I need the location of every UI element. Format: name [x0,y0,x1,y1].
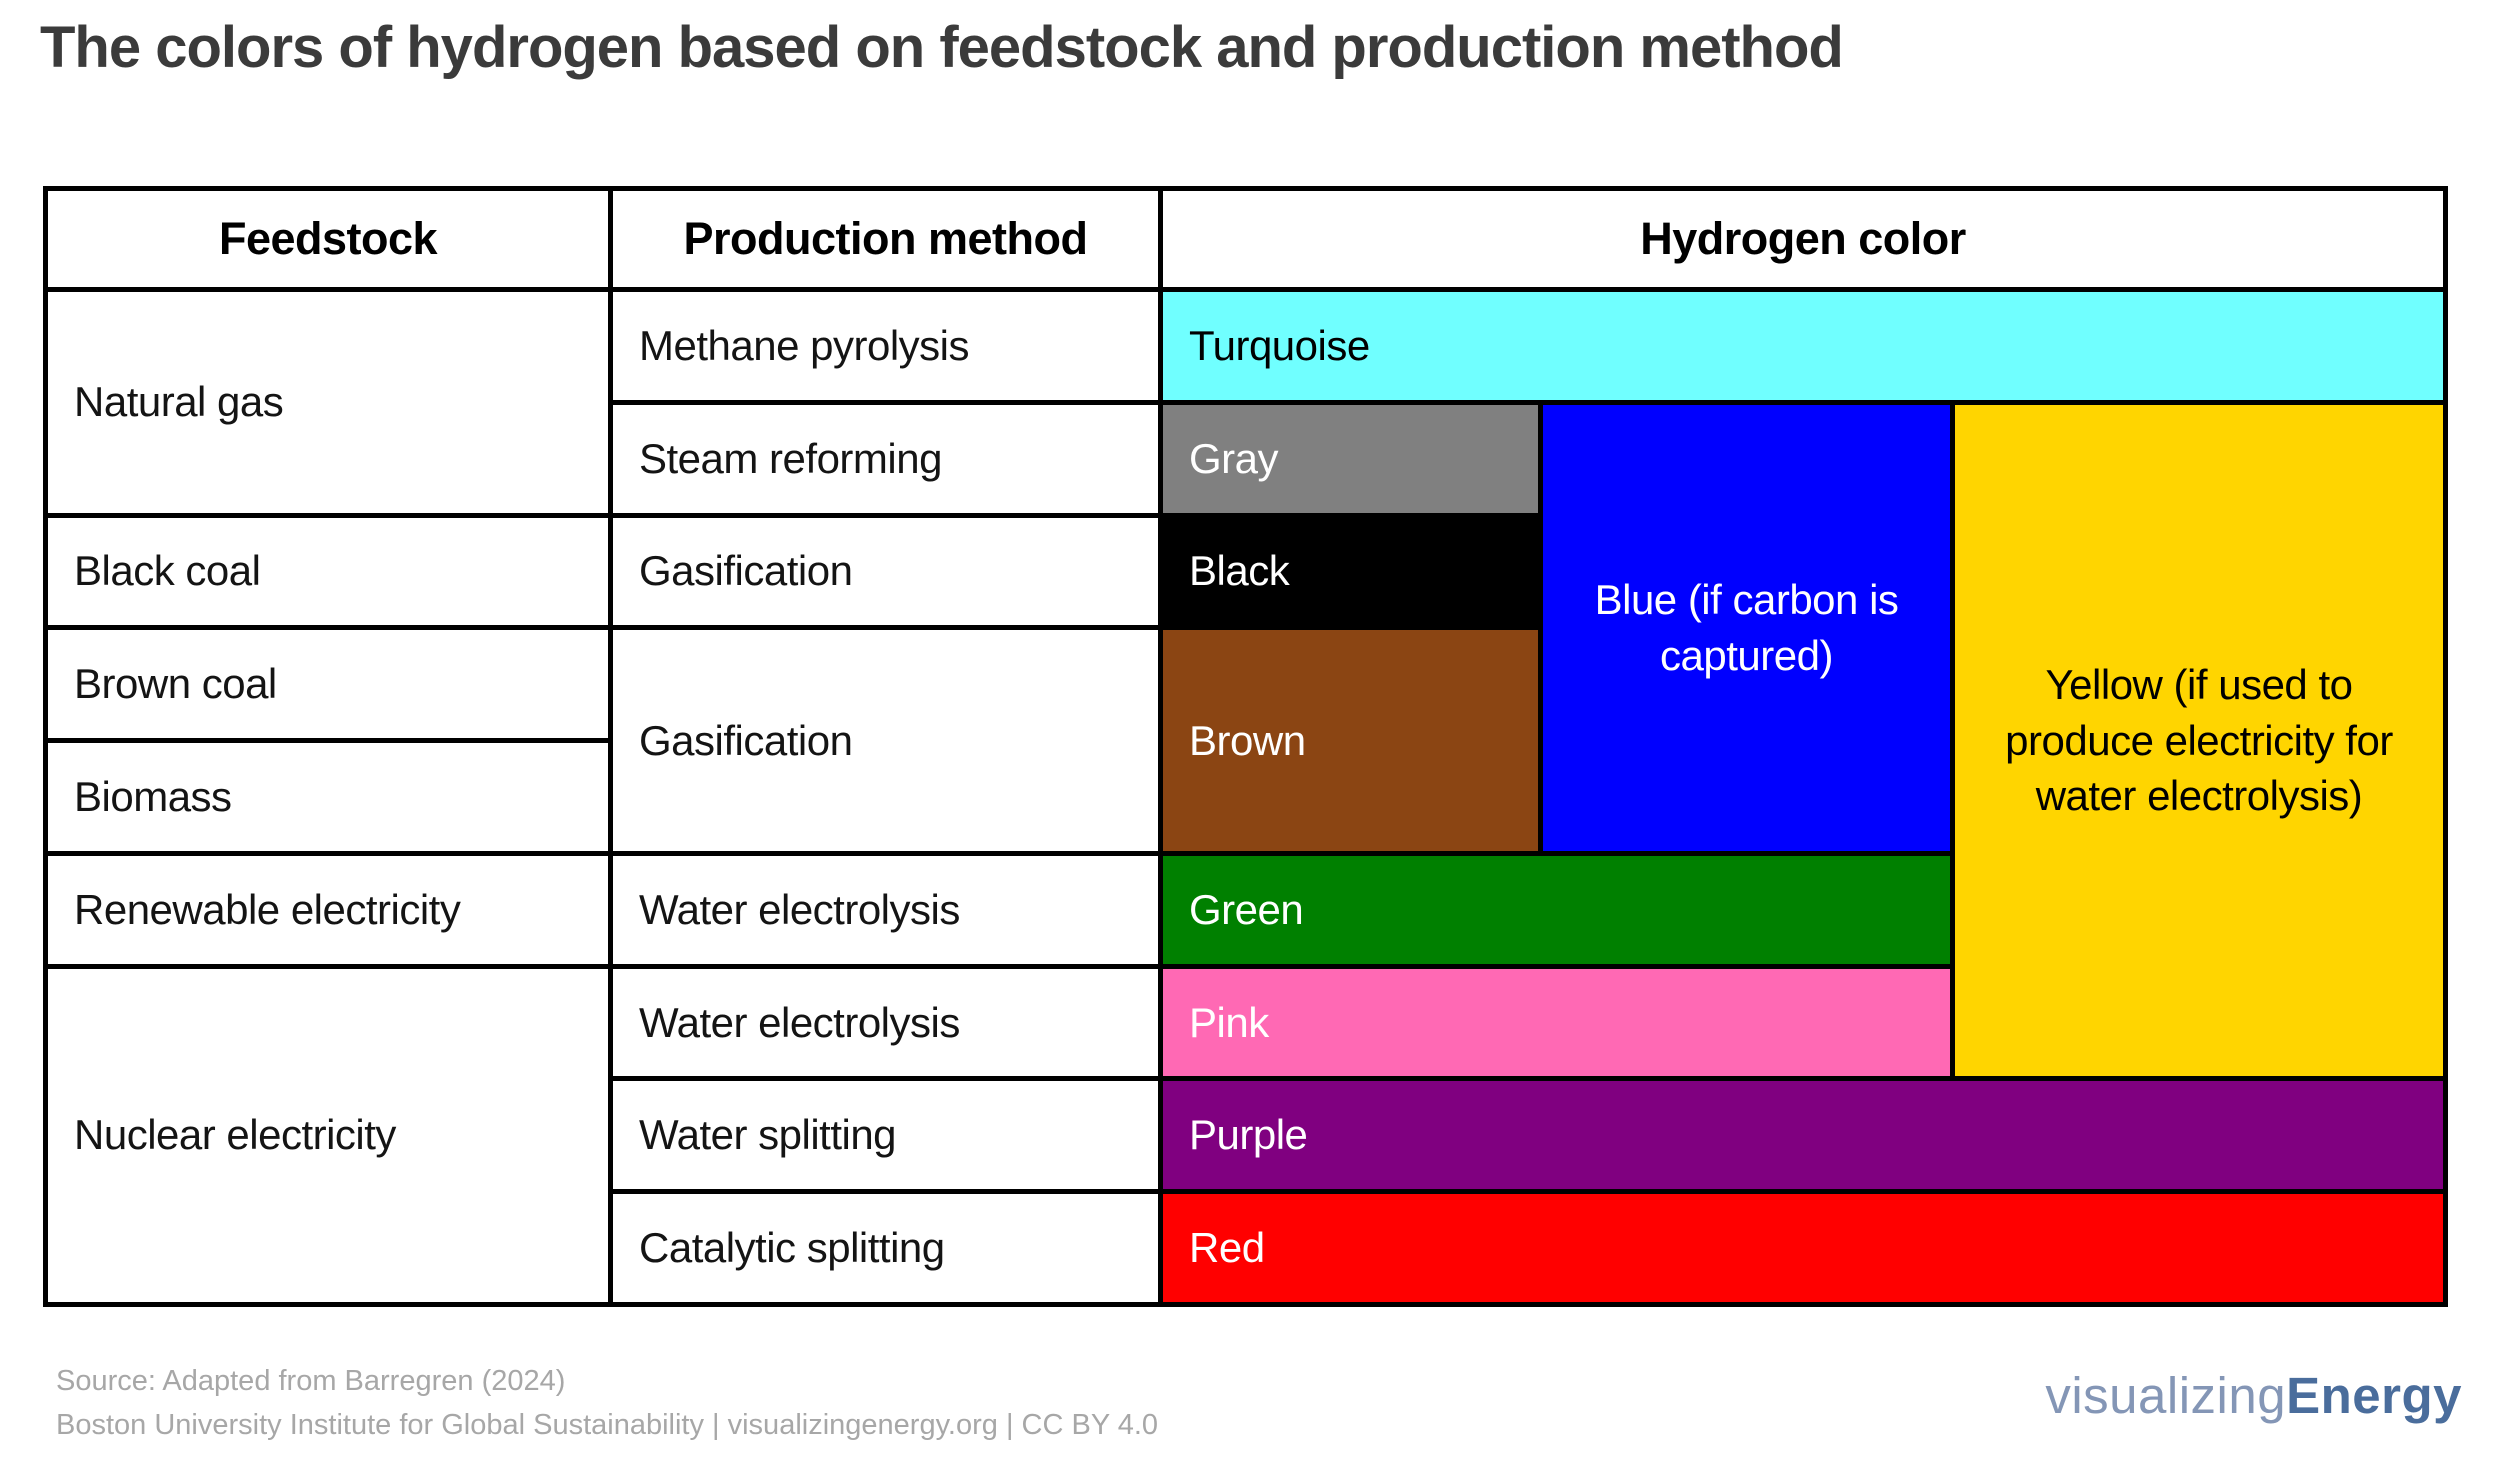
feedstock-nuclear-electricity: Nuclear electricity [48,968,608,1302]
column-header-feedstock: Feedstock [48,191,608,287]
logo-text-energy: Energy [2286,1367,2462,1424]
feedstock-biomass: Biomass [48,743,608,851]
production-catalytic-splitting: Catalytic splitting [613,1194,1158,1302]
page-title: The colors of hydrogen based on feedstoc… [40,15,1844,80]
feedstock-renewable-electricity: Renewable electricity [48,855,608,964]
production-water-electrolysis-nuclear: Water electrolysis [613,968,1158,1077]
production-gasification-brown-biomass: Gasification [613,630,1158,851]
feedstock-black-coal: Black coal [48,517,608,626]
color-swatch-turquoise: Turquoise [1163,292,2443,400]
production-water-electrolysis-renewable: Water electrolysis [613,855,1158,964]
column-header-production-method: Production method [613,191,1158,287]
color-swatch-blue: Blue (if carbon is captured) [1543,404,1950,851]
color-swatch-black: Black [1163,517,1538,626]
production-gasification-black-coal: Gasification [613,517,1158,626]
color-swatch-brown: Brown [1163,630,1538,851]
logo-text-visualizing: visualizing [2045,1367,2287,1424]
source-line-1: Source: Adapted from Barregren (2024) [56,1365,566,1397]
visualizing-energy-logo: visualizingEnergy [2045,1366,2462,1425]
production-steam-reforming: Steam reforming [613,404,1158,513]
color-swatch-yellow: Yellow (if used to produce electricity f… [1955,404,2443,1077]
color-swatch-gray: Gray [1163,404,1538,513]
feedstock-natural-gas: Natural gas [48,292,608,513]
color-swatch-green: Green [1163,855,1950,964]
hydrogen-color-table: Feedstock Production method Hydrogen col… [43,186,2448,1307]
source-attribution: Source: Adapted from Barregren (2024) Bo… [56,1360,1158,1447]
source-line-2: Boston University Institute for Global S… [56,1408,1159,1441]
production-methane-pyrolysis: Methane pyrolysis [613,292,1158,400]
feedstock-brown-coal: Brown coal [48,630,608,739]
production-water-splitting: Water splitting [613,1081,1158,1190]
color-swatch-red: Red [1163,1194,2443,1302]
color-swatch-purple: Purple [1163,1081,2443,1190]
column-header-hydrogen-color: Hydrogen color [1163,191,2443,287]
color-swatch-pink: Pink [1163,968,1950,1077]
